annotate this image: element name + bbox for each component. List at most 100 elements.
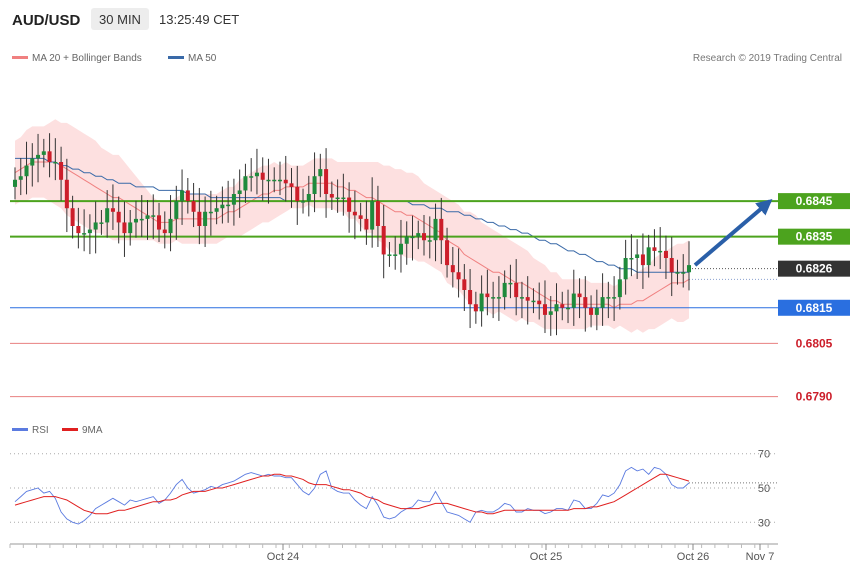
candle-body — [36, 154, 41, 159]
candle — [133, 200, 138, 238]
candle — [122, 201, 127, 257]
candle — [652, 229, 657, 267]
candle — [681, 254, 686, 288]
candle-body — [531, 300, 536, 303]
ma20-legend-label: MA 20 + Bollinger Bands — [32, 53, 142, 64]
candle-body — [335, 197, 340, 200]
candle-body — [301, 201, 306, 203]
candle — [243, 163, 248, 203]
candle-body — [583, 297, 588, 308]
candle-body — [663, 250, 668, 258]
candle-body — [47, 151, 52, 162]
candle — [375, 185, 380, 247]
candle-body — [99, 222, 104, 224]
candle-body — [12, 179, 18, 187]
timeframe-badge[interactable] — [91, 8, 149, 30]
candle-body — [185, 190, 190, 202]
candle-body — [93, 222, 98, 230]
candle-body — [133, 218, 138, 223]
candle-body — [364, 218, 369, 230]
candle — [249, 158, 254, 192]
candle — [514, 259, 519, 316]
candle — [191, 182, 196, 228]
candle — [566, 289, 571, 324]
candle — [76, 207, 81, 249]
candle-body — [277, 179, 283, 182]
candle-body — [519, 297, 524, 299]
ma20-swatch — [12, 56, 28, 59]
candles — [12, 133, 692, 336]
time-axis-label: Oct 26 — [677, 551, 709, 563]
candle-body — [64, 179, 69, 209]
candle-body — [640, 254, 645, 266]
candle — [197, 187, 202, 245]
candle-body — [82, 233, 87, 235]
candle — [485, 269, 490, 316]
candle — [335, 179, 340, 213]
candle-body — [272, 179, 277, 182]
candle-body — [554, 304, 559, 312]
candle — [462, 264, 467, 311]
candle — [168, 195, 173, 252]
candle — [427, 216, 432, 259]
candle — [548, 296, 553, 336]
candle-body — [589, 307, 594, 315]
candle-body — [87, 229, 92, 234]
candle-body — [566, 307, 571, 310]
candle-body — [508, 282, 513, 285]
candle — [445, 227, 450, 278]
candle — [295, 165, 300, 225]
candle — [145, 200, 150, 240]
candle — [47, 133, 52, 178]
rsi-panel: 70 50 30 — [10, 449, 778, 529]
candle-body — [600, 297, 605, 308]
candle-body — [122, 222, 127, 234]
candle-body — [542, 304, 547, 315]
candle — [416, 220, 421, 250]
candle — [456, 248, 461, 298]
price-label-box — [778, 193, 850, 210]
candle-body — [151, 215, 156, 217]
price-label-0-6835: 0.6835 — [778, 228, 850, 245]
candle-body — [370, 201, 375, 230]
candle-body — [243, 176, 248, 191]
candle — [318, 153, 323, 198]
candle-body — [312, 176, 317, 194]
rsi-tick-30: 30 — [758, 517, 770, 529]
price-label-text: 0.6835 — [796, 230, 833, 244]
candle — [312, 152, 317, 213]
candle — [254, 148, 259, 195]
candle-body — [116, 211, 121, 223]
candle-body — [231, 194, 236, 205]
candle — [450, 246, 455, 288]
candle-body — [341, 197, 346, 200]
candle — [468, 269, 473, 329]
ma9-swatch — [62, 428, 78, 431]
candle — [162, 211, 167, 249]
candle — [352, 190, 357, 240]
candle-body — [623, 258, 628, 280]
candle — [220, 186, 225, 224]
candle — [577, 278, 582, 319]
candle — [272, 167, 277, 193]
price-label-box — [778, 228, 850, 245]
candle — [606, 281, 611, 319]
candle — [479, 275, 484, 327]
rsi-legend-label: RSI — [32, 425, 49, 436]
candle — [70, 195, 75, 239]
ma50-swatch — [168, 56, 184, 59]
bollinger-band — [15, 119, 689, 333]
candle-body — [249, 176, 254, 178]
candle-body — [468, 290, 473, 305]
candle-body — [381, 226, 386, 255]
candle — [387, 242, 392, 267]
candle — [30, 143, 35, 187]
candle — [473, 291, 478, 324]
candle — [686, 241, 692, 291]
candle-body — [571, 293, 576, 308]
bollinger-band-area — [15, 119, 689, 333]
candle-body — [652, 247, 657, 251]
header: AUD/USD 30 MIN 13:25:49 CET — [12, 8, 239, 30]
rsi-tick-70: 70 — [758, 449, 770, 461]
candle-body — [203, 211, 208, 226]
